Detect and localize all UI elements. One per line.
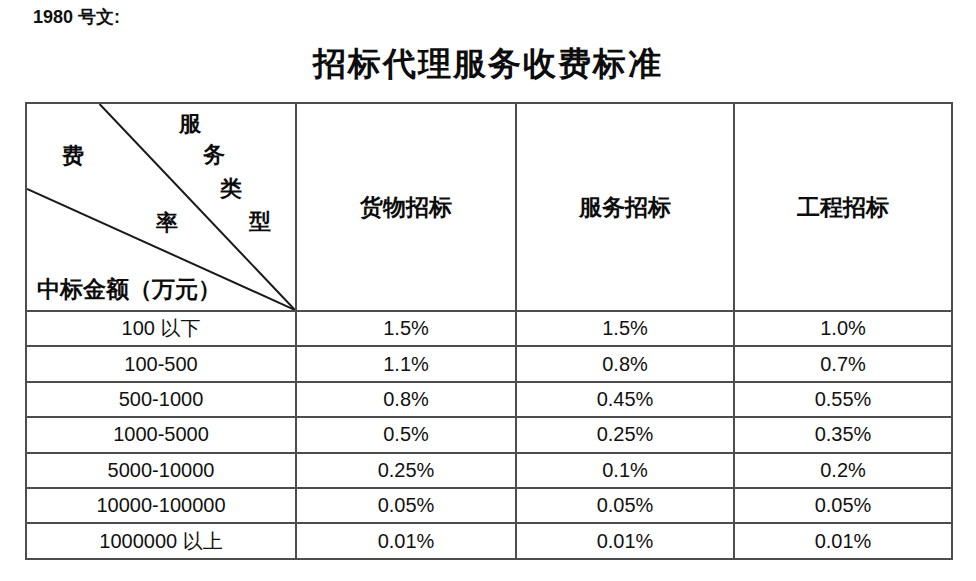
- table-row: 100-500 1.1% 0.8% 0.7%: [26, 346, 952, 381]
- rate-cell: 0.05%: [734, 488, 952, 523]
- column-header-engineering: 工程招标: [734, 103, 952, 311]
- corner-service-type-char: 服: [179, 113, 201, 135]
- corner-rate-char: 费: [62, 145, 84, 167]
- rate-cell: 0.25%: [516, 417, 734, 452]
- rate-cell: 0.2%: [734, 453, 952, 488]
- rate-cell: 0.05%: [296, 488, 516, 523]
- table-row: 5000-10000 0.25% 0.1% 0.2%: [26, 453, 952, 488]
- corner-rate-char: 率: [156, 212, 178, 234]
- corner-service-type-char: 务: [203, 144, 225, 166]
- corner-service-type-char: 类: [220, 178, 242, 200]
- column-header-services: 服务招标: [516, 103, 734, 311]
- table-row: 500-1000 0.8% 0.45% 0.55%: [26, 382, 952, 417]
- rate-cell: 0.8%: [516, 346, 734, 381]
- rate-cell: 0.8%: [296, 382, 516, 417]
- fee-standard-table: 服 务 类 型 费 率 中标金额（万元） 货物招标 服务招标 工程招标 100 …: [25, 102, 953, 560]
- rate-cell: 0.01%: [296, 523, 516, 558]
- rate-cell: 0.05%: [516, 488, 734, 523]
- amount-range-cell: 1000-5000: [26, 417, 296, 452]
- page-title: 招标代理服务收费标准: [25, 42, 951, 87]
- rate-cell: 0.01%: [734, 523, 952, 558]
- corner-amount-axis-label: 中标金额（万元）: [37, 274, 221, 305]
- table-row: 10000-100000 0.05% 0.05% 0.05%: [26, 488, 952, 523]
- corner-service-type-char: 型: [249, 211, 271, 233]
- table-row: 100 以下 1.5% 1.5% 1.0%: [26, 311, 952, 346]
- amount-range-cell: 500-1000: [26, 382, 296, 417]
- diagonal-corner-cell: 服 务 类 型 费 率 中标金额（万元）: [26, 103, 296, 311]
- rate-cell: 1.5%: [516, 311, 734, 346]
- rate-cell: 0.55%: [734, 382, 952, 417]
- amount-range-cell: 100 以下: [26, 311, 296, 346]
- amount-range-cell: 1000000 以上: [26, 523, 296, 558]
- rate-cell: 0.25%: [296, 453, 516, 488]
- rate-cell: 0.35%: [734, 417, 952, 452]
- document-number-label: 1980 号文:: [33, 5, 120, 29]
- column-header-goods: 货物招标: [296, 103, 516, 311]
- rate-cell: 1.5%: [296, 311, 516, 346]
- table-row: 1000-5000 0.5% 0.25% 0.35%: [26, 417, 952, 452]
- amount-range-cell: 100-500: [26, 346, 296, 381]
- table-header-row: 服 务 类 型 费 率 中标金额（万元） 货物招标 服务招标 工程招标: [26, 103, 952, 311]
- rate-cell: 0.5%: [296, 417, 516, 452]
- table-row: 1000000 以上 0.01% 0.01% 0.01%: [26, 523, 952, 558]
- amount-range-cell: 10000-100000: [26, 488, 296, 523]
- rate-cell: 0.01%: [516, 523, 734, 558]
- rate-cell: 0.45%: [516, 382, 734, 417]
- rate-cell: 0.1%: [516, 453, 734, 488]
- rate-cell: 1.1%: [296, 346, 516, 381]
- rate-cell: 1.0%: [734, 311, 952, 346]
- rate-cell: 0.7%: [734, 346, 952, 381]
- amount-range-cell: 5000-10000: [26, 453, 296, 488]
